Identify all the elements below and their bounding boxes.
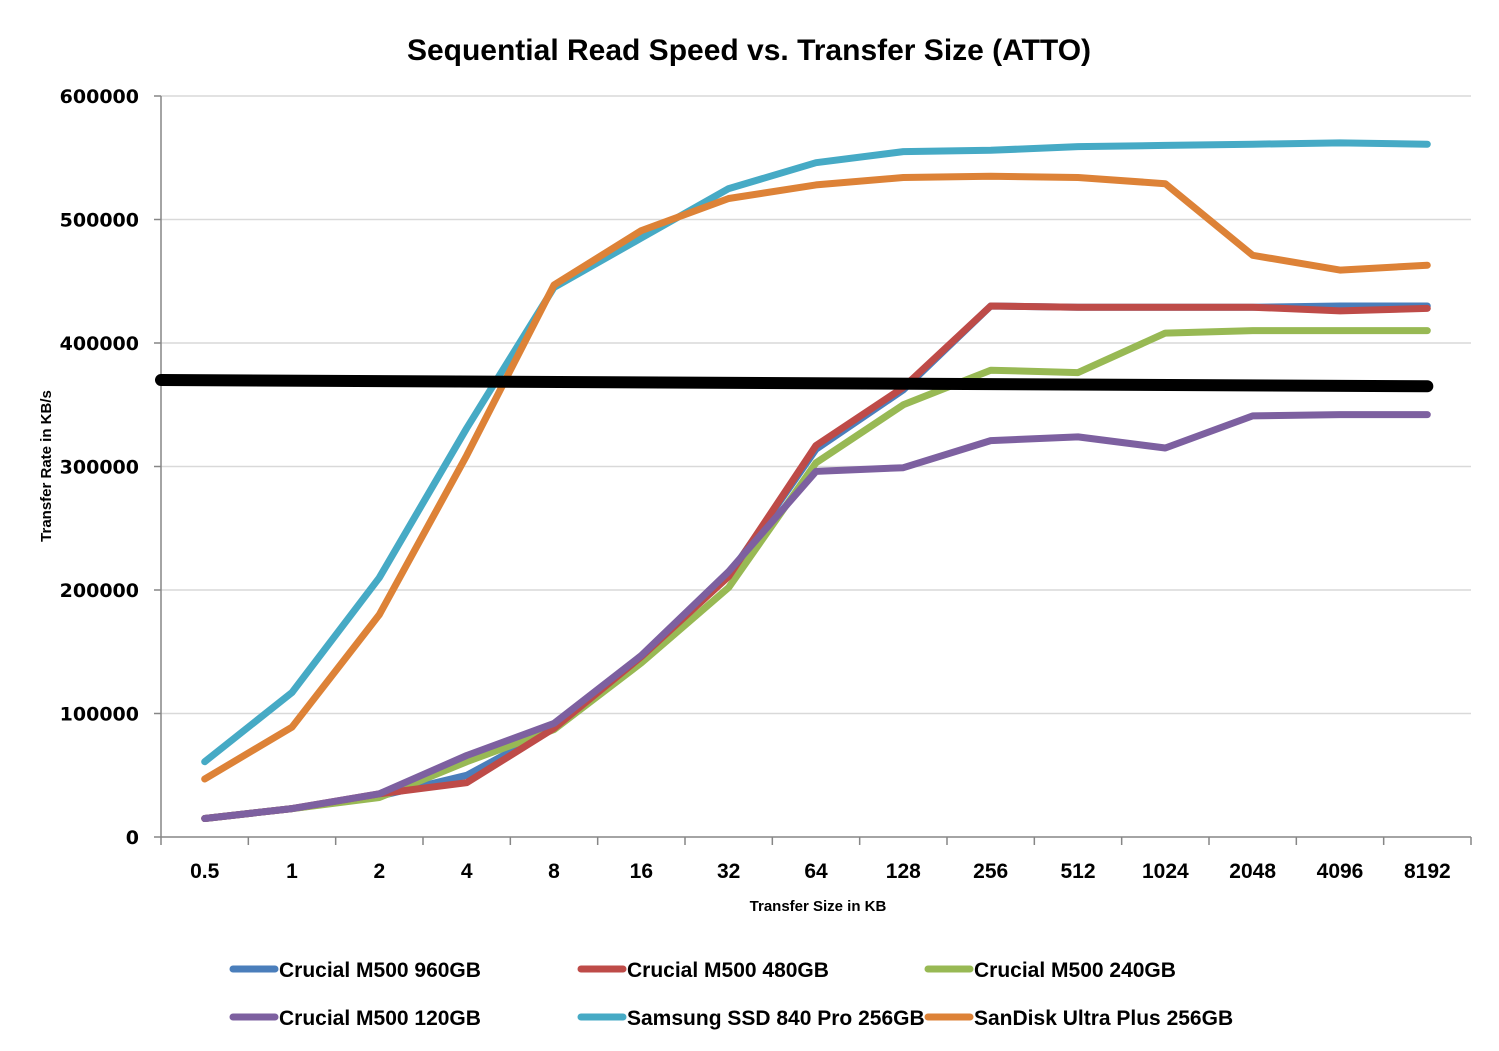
x-tick-label: 2048 xyxy=(1229,860,1276,883)
y-axis-label: Transfer Rate in KB/s xyxy=(38,390,55,542)
legend-label: Crucial M500 240GB xyxy=(974,959,1176,982)
series-line-crucial-m500-240gb xyxy=(201,327,1431,822)
x-tick-label: 512 xyxy=(1060,860,1095,883)
series-line-crucial-m500-120gb xyxy=(201,411,1431,822)
legend-item: Crucial M500 960GB xyxy=(229,959,481,982)
legend-label: Crucial M500 960GB xyxy=(279,959,481,982)
legend-item: Crucial M500 480GB xyxy=(577,959,829,982)
y-tick-label: 300000 xyxy=(60,457,139,479)
chart-title: Sequential Read Speed vs. Transfer Size … xyxy=(407,34,1091,67)
x-tick-label: 64 xyxy=(804,860,828,883)
x-tick-label: 8 xyxy=(548,860,560,883)
x-axis-ticks: 0.5 1 2 4 8 16 32 64 128 256 512 1024 2048 4096 8192 xyxy=(190,860,1451,883)
series-line-crucial-m500-480gb xyxy=(201,302,1431,822)
y-tick-label: 200000 xyxy=(60,580,139,602)
legend-item: SanDisk Ultra Plus 256GB xyxy=(924,1007,1233,1030)
legend-label: Crucial M500 480GB xyxy=(627,959,829,982)
x-tick-label: 4096 xyxy=(1317,860,1364,883)
x-tick-label: 8192 xyxy=(1404,860,1451,883)
legend-label: Samsung SSD 840 Pro 256GB xyxy=(627,1007,925,1030)
legend-item: Crucial M500 120GB xyxy=(229,1007,481,1030)
legend-label: Crucial M500 120GB xyxy=(279,1007,481,1030)
axes xyxy=(154,95,1472,845)
series-line-sandisk-ultra-plus-256gb xyxy=(201,172,1431,783)
x-tick-label: 0.5 xyxy=(190,860,220,883)
x-axis-label: Transfer Size in KB xyxy=(750,898,887,915)
reference-line xyxy=(155,374,1434,393)
gridlines xyxy=(161,95,1471,715)
x-tick-label: 1 xyxy=(286,860,298,883)
x-tick-label: 32 xyxy=(717,860,740,883)
y-tick-label: 500000 xyxy=(60,210,139,232)
y-axis-ticks: 0 100000 200000 300000 400000 500000 600000 xyxy=(60,86,139,849)
legend-item: Crucial M500 240GB xyxy=(924,959,1176,982)
x-tick-label: 128 xyxy=(886,860,921,883)
series-lines xyxy=(201,139,1431,822)
legend-label: SanDisk Ultra Plus 256GB xyxy=(974,1007,1233,1030)
y-tick-label: 0 xyxy=(126,827,139,849)
legend-item: Samsung SSD 840 Pro 256GB xyxy=(577,1007,925,1030)
y-tick-label: 400000 xyxy=(60,333,139,355)
x-tick-label: 4 xyxy=(461,860,473,883)
y-tick-label: 100000 xyxy=(60,704,139,726)
x-tick-label: 1024 xyxy=(1142,860,1189,883)
series-line-samsung-ssd-840-pro-256gb xyxy=(201,139,1431,766)
x-tick-label: 16 xyxy=(630,860,653,883)
y-tick-label: 600000 xyxy=(60,86,139,108)
annotations xyxy=(155,374,1434,393)
x-tick-label: 256 xyxy=(973,860,1008,883)
legend: Crucial M500 960GB Crucial M500 480GB Cruc… xyxy=(229,959,1233,1030)
x-tick-label: 2 xyxy=(373,860,385,883)
